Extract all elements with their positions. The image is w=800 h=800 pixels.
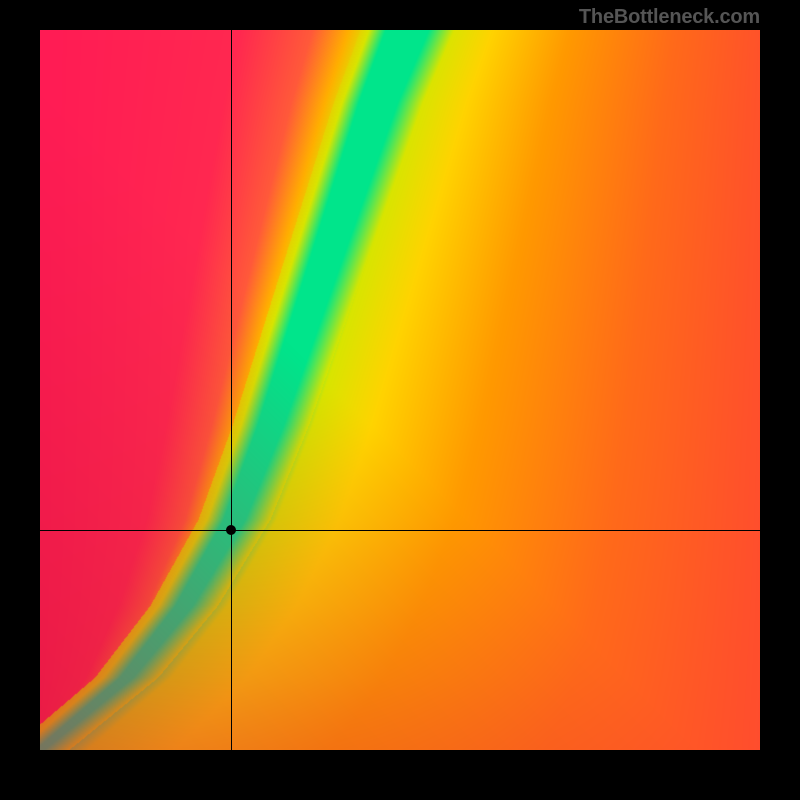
watermark-text: TheBottleneck.com: [579, 6, 760, 29]
crosshair-marker: [226, 525, 236, 535]
plot-area: [40, 30, 760, 750]
heatmap-canvas: [40, 30, 760, 750]
crosshair-vertical: [231, 30, 232, 750]
crosshair-horizontal: [40, 530, 760, 531]
